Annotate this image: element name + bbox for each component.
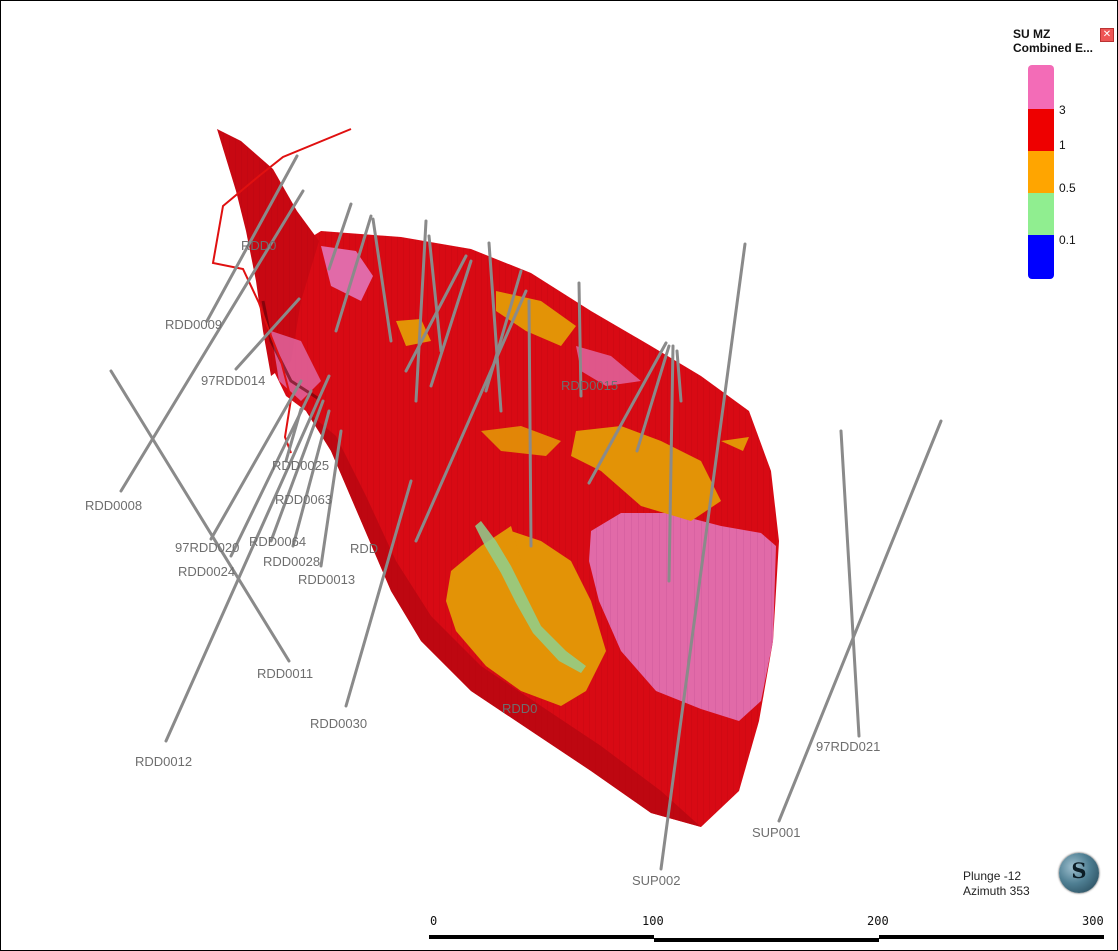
drillhole-label: RDD0064 bbox=[249, 534, 306, 549]
legend-title-line2: Combined E... bbox=[1013, 41, 1094, 55]
drillhole-labels: RDD0009 97RDD014 RDD0008 RDD0025 RDD0063… bbox=[85, 238, 880, 888]
drillhole-label: 97RDD020 bbox=[175, 540, 239, 555]
drillhole-label: RDD0012 bbox=[135, 754, 192, 769]
orebody-mesh bbox=[217, 129, 779, 827]
red-trace-line bbox=[211, 128, 352, 454]
azimuth-text: Azimuth 353 bbox=[963, 884, 1030, 898]
scale-tick-label: 300 bbox=[1082, 914, 1104, 928]
drillhole-label: RDD0028 bbox=[263, 554, 320, 569]
scale-bar-segment bbox=[654, 938, 879, 942]
drillhole-trace bbox=[371, 217, 393, 343]
drillhole-label: RDD0015 bbox=[561, 378, 618, 393]
drillhole-trace bbox=[319, 429, 343, 568]
legend-swatch-blue bbox=[1028, 235, 1054, 279]
drillhole-trace bbox=[427, 234, 443, 353]
drillhole-trace bbox=[839, 429, 861, 738]
drillhole-label: RDD0025 bbox=[272, 458, 329, 473]
drillhole-label: RDD0 bbox=[241, 238, 276, 253]
scale-bar-segment bbox=[429, 935, 654, 939]
drillhole-trace bbox=[487, 241, 503, 413]
drillhole-trace bbox=[119, 189, 305, 493]
legend-swatch-green bbox=[1028, 193, 1054, 235]
app-logo-icon[interactable]: S bbox=[1059, 853, 1099, 893]
drillhole-trace bbox=[109, 369, 291, 663]
drillhole-trace bbox=[344, 479, 413, 708]
drillhole-trace bbox=[577, 281, 583, 398]
drillhole-trace bbox=[675, 349, 683, 403]
drillhole-label: RDD bbox=[350, 541, 378, 556]
drillhole-label: RDD0008 bbox=[85, 498, 142, 513]
drillhole-trace bbox=[667, 344, 675, 583]
zone-green-seam bbox=[475, 521, 586, 673]
legend-title: SU MZ Combined E... bbox=[1013, 27, 1093, 55]
drillhole-label: 97RDD014 bbox=[201, 373, 265, 388]
drillhole-trace bbox=[404, 254, 468, 373]
drillhole-trace bbox=[209, 379, 303, 541]
drillhole-trace bbox=[234, 297, 301, 371]
drillhole-trace bbox=[659, 242, 747, 871]
legend-value: 0.5 bbox=[1059, 181, 1076, 195]
drillhole-label: RDD0011 bbox=[257, 666, 313, 681]
drillhole-trace bbox=[429, 259, 473, 388]
drillhole-trace bbox=[269, 399, 325, 543]
drillhole-label: 97RDD021 bbox=[816, 739, 880, 754]
scale-bar-segment bbox=[879, 935, 1104, 939]
drillhole-label: RDD0063 bbox=[275, 492, 332, 507]
drillhole-trace bbox=[527, 299, 533, 548]
drillhole-trace bbox=[777, 419, 943, 823]
zone-pink-upper bbox=[321, 246, 373, 301]
drillhole-trace bbox=[284, 407, 303, 463]
drillhole-trace bbox=[205, 154, 299, 323]
drillhole-trace bbox=[414, 289, 528, 543]
legend-swatch-orange bbox=[1028, 151, 1054, 193]
scale-bar bbox=[429, 935, 1104, 942]
drillhole-label: SUP002 bbox=[632, 873, 680, 888]
legend-value: 0.1 bbox=[1059, 233, 1076, 247]
scale-tick-label: 100 bbox=[642, 914, 664, 928]
drillhole-label: SUP001 bbox=[752, 825, 800, 840]
legend-close-icon[interactable]: ✕ bbox=[1100, 28, 1114, 42]
plunge-text: Plunge -12 bbox=[963, 869, 1022, 883]
drillhole-label: RDD0024 bbox=[178, 564, 235, 579]
drillhole-trace bbox=[334, 214, 373, 333]
orientation-readout: Plunge -12 Azimuth 353 bbox=[963, 869, 1030, 899]
drillhole-trace bbox=[414, 219, 428, 403]
legend-value: 3 bbox=[1059, 103, 1066, 117]
scale-tick-label: 0 bbox=[430, 914, 438, 928]
drillhole-label: RDD0 bbox=[502, 701, 537, 716]
drillhole-label: RDD0030 bbox=[310, 716, 367, 731]
legend-value: 1 bbox=[1059, 138, 1066, 152]
logo-letter: S bbox=[1071, 858, 1087, 883]
drillhole-traces bbox=[109, 154, 943, 871]
drillhole-trace bbox=[635, 344, 671, 453]
drillhole-label: RDD0009 bbox=[165, 317, 222, 332]
drillhole-label: RDD0013 bbox=[298, 572, 355, 587]
scale-tick-label: 200 bbox=[867, 914, 889, 928]
drillhole-trace bbox=[164, 374, 331, 743]
legend-swatch-pink bbox=[1028, 65, 1054, 109]
drillhole-trace bbox=[291, 409, 331, 548]
drillhole-trace bbox=[587, 341, 668, 485]
legend-title-line1: SU MZ bbox=[1013, 27, 1051, 41]
drillhole-trace bbox=[327, 202, 353, 271]
legend-panel: SU MZ Combined E... ✕ 3 1 0.5 0.1 bbox=[1013, 27, 1117, 287]
legend-swatch-red bbox=[1028, 109, 1054, 151]
